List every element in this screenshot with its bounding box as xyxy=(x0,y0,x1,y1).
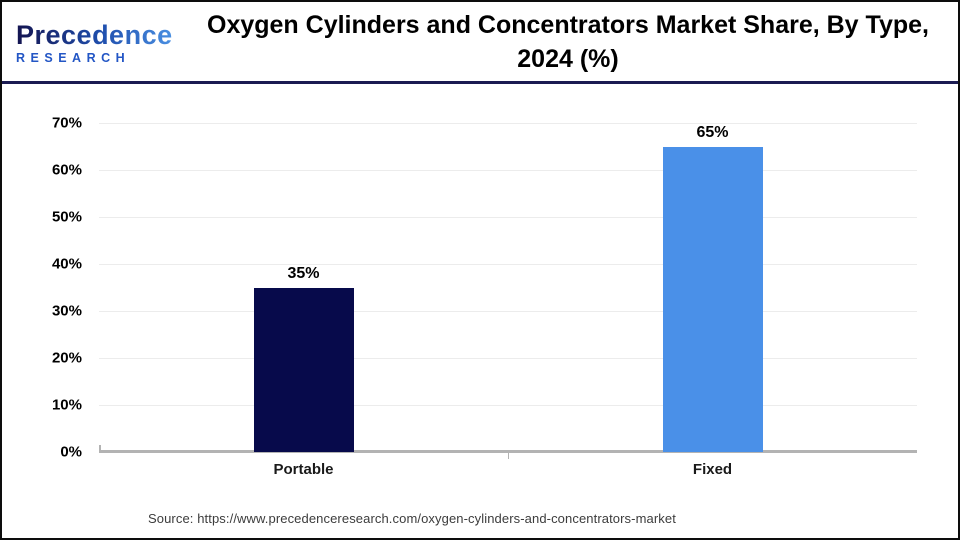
plot-area: 0% 10% 20% 30% 40% 50% 60% 70% 35% Portable 65% Fix… xyxy=(52,115,917,478)
x-axis-category-label: Fixed xyxy=(692,461,733,478)
y-axis-tick-label: 0% xyxy=(60,443,82,461)
gridline xyxy=(99,264,917,265)
gridline xyxy=(99,311,917,312)
y-axis-tick-label: 70% xyxy=(51,114,82,132)
logo-wordmark: Precedence xyxy=(16,20,173,51)
precedence-research-logo: Precedence RESEARCH xyxy=(16,18,186,65)
bar-fixed xyxy=(662,146,763,452)
y-axis-tick-label: 10% xyxy=(51,396,82,414)
gridline xyxy=(99,405,917,406)
bar-value-label: 35% xyxy=(287,264,320,282)
gridline xyxy=(99,217,917,218)
source-citation: Source: https://www.precedenceresearch.c… xyxy=(148,511,676,526)
chart-title: Oxygen Cylinders and Concentrators Marke… xyxy=(186,8,950,76)
gridline xyxy=(99,123,917,124)
y-axis-tick-label: 50% xyxy=(51,208,82,226)
header: Precedence RESEARCH Oxygen Cylinders and… xyxy=(2,2,958,84)
y-axis-tick-label: 40% xyxy=(51,255,82,273)
gridline xyxy=(99,358,917,359)
chart-title-line2: 2024 (%) xyxy=(517,44,619,73)
y-axis-tick-label: 30% xyxy=(51,302,82,320)
x-axis-category-label: Portable xyxy=(273,461,334,478)
y-axis-tick-label: 20% xyxy=(51,349,82,367)
x-axis-line xyxy=(99,445,917,459)
bar-portable xyxy=(253,287,354,452)
gridline xyxy=(99,170,917,171)
chart-title-line1: Oxygen Cylinders and Concentrators Marke… xyxy=(207,10,929,39)
logo-subtitle: RESEARCH xyxy=(16,51,131,66)
y-axis-tick-label: 60% xyxy=(51,161,82,179)
bar-value-label: 65% xyxy=(696,123,729,141)
